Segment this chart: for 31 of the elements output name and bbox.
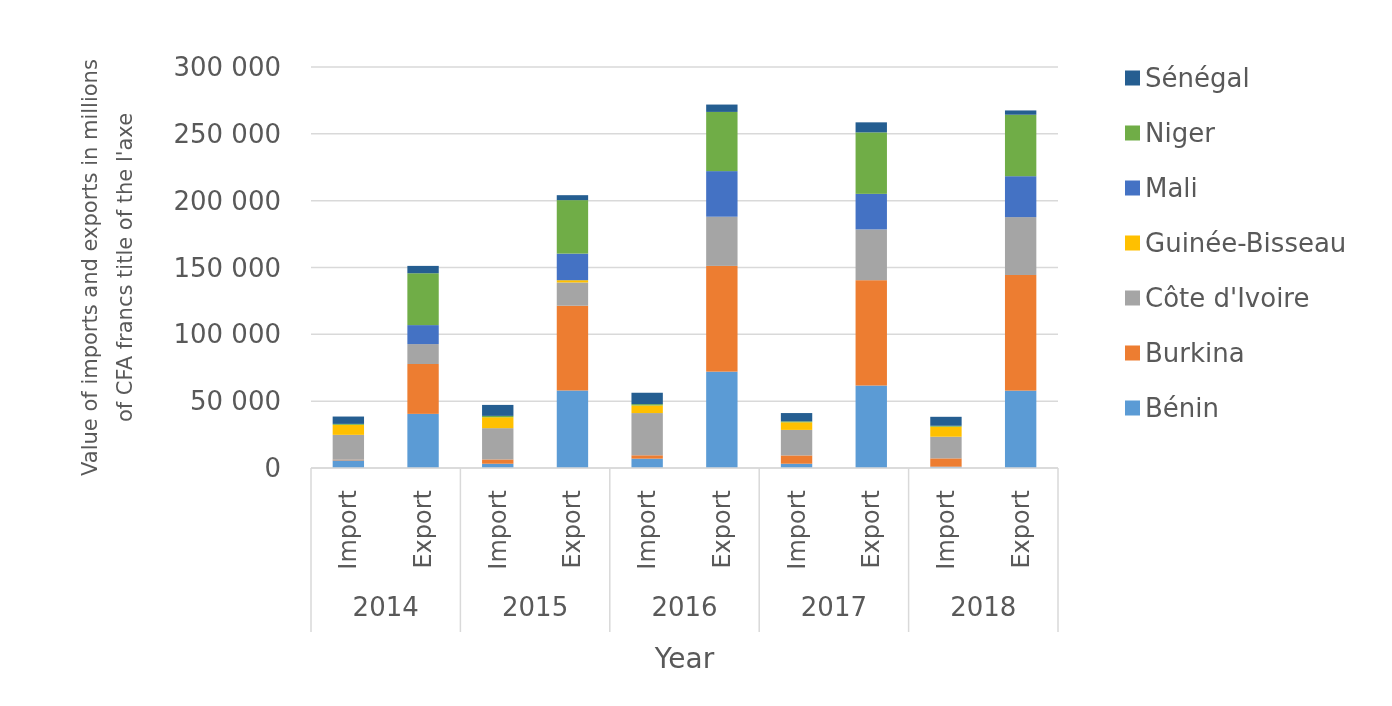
legend-label: Niger [1145, 118, 1216, 148]
text: 2014 [352, 592, 419, 622]
x-axis-title: Year [653, 641, 715, 675]
legend-label: Guinée-Bisseau [1145, 228, 1347, 258]
text: 2016 [651, 592, 718, 622]
x-tick-label: Import [334, 490, 363, 570]
legend-label: Burkina [1145, 338, 1245, 368]
text: 2015 [502, 592, 569, 622]
legend-label: Côte d'Ivoire [1145, 283, 1310, 313]
legend-label: Mali [1145, 173, 1198, 203]
y-tick-label: 0 [264, 453, 281, 483]
y-tick-label: 200 000 [173, 185, 281, 216]
x-tick-label: Import [633, 490, 662, 570]
y-tick-label: 300 000 [173, 52, 281, 82]
x-tick-label: Export [1006, 490, 1035, 569]
x-tick-label: Export [857, 490, 886, 569]
legend-label: Bénin [1145, 393, 1220, 423]
text: 2017 [800, 592, 867, 622]
x-tick-label: Import [782, 490, 811, 570]
x-tick-label: Import [483, 490, 512, 570]
y-tick-label: 100 000 [173, 319, 281, 350]
text: 2018 [950, 592, 1017, 622]
x-tick-label: Export [558, 490, 587, 569]
x-tick-label: Import [931, 490, 960, 570]
y-axis-title: Value of imports and exports in millions of CFA francs title of the l'axe [78, 59, 137, 476]
y-tick-label: 50 000 [190, 386, 281, 417]
x-tick-label: Export [707, 490, 736, 569]
y-tick-label: 250 000 [173, 118, 281, 149]
legend-label: Sénégal [1145, 63, 1250, 93]
y-tick-label: 150 000 [173, 252, 281, 283]
x-tick-label: Export [409, 490, 438, 569]
